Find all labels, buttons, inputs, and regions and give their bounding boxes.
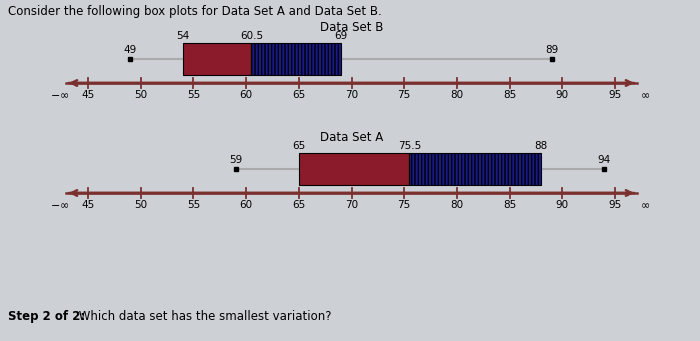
Text: 85: 85 (503, 90, 516, 100)
Text: 50: 50 (134, 90, 147, 100)
Bar (251, 43, 341, 75)
Text: 90: 90 (556, 200, 569, 210)
Text: 60: 60 (239, 90, 253, 100)
Text: 49: 49 (123, 45, 136, 55)
Text: 50: 50 (134, 200, 147, 210)
Text: 65: 65 (292, 141, 305, 151)
Text: 80: 80 (450, 90, 463, 100)
Text: 88: 88 (535, 141, 548, 151)
Text: 55: 55 (187, 90, 200, 100)
Text: Data Set B: Data Set B (320, 21, 383, 34)
Text: $\infty$: $\infty$ (640, 90, 650, 100)
Bar (603, 167, 606, 171)
Text: Step 2 of 2:: Step 2 of 2: (8, 310, 85, 323)
Bar (128, 57, 132, 61)
Text: 85: 85 (503, 200, 516, 210)
Text: 95: 95 (608, 200, 622, 210)
Text: 45: 45 (81, 90, 94, 100)
Text: $-\infty$: $-\infty$ (50, 200, 70, 210)
Text: Data Set A: Data Set A (320, 131, 383, 144)
Text: 54: 54 (176, 31, 190, 41)
Bar (183, 43, 251, 75)
Text: Consider the following box plots for Data Set A and Data Set B.: Consider the following box plots for Dat… (8, 5, 382, 18)
Bar (234, 167, 237, 171)
Text: 55: 55 (187, 200, 200, 210)
Text: 75.5: 75.5 (398, 141, 421, 151)
Text: Which data set has the smallest variation?: Which data set has the smallest variatio… (75, 310, 332, 323)
Text: 70: 70 (345, 90, 358, 100)
Text: 75: 75 (398, 200, 411, 210)
Text: 65: 65 (292, 90, 305, 100)
Text: 70: 70 (345, 200, 358, 210)
Text: 95: 95 (608, 90, 622, 100)
Text: 65: 65 (292, 200, 305, 210)
Bar (410, 153, 541, 185)
Bar (299, 153, 409, 185)
Text: $\infty$: $\infty$ (640, 200, 650, 210)
Text: 59: 59 (229, 155, 242, 165)
Text: 45: 45 (81, 200, 94, 210)
Text: 69: 69 (335, 31, 348, 41)
Text: 94: 94 (598, 155, 611, 165)
Text: 80: 80 (450, 200, 463, 210)
Bar (550, 57, 554, 61)
Text: 75: 75 (398, 90, 411, 100)
Text: 60.5: 60.5 (240, 31, 263, 41)
Text: 90: 90 (556, 90, 569, 100)
Text: 60: 60 (239, 200, 253, 210)
Text: $-\infty$: $-\infty$ (50, 90, 70, 100)
Text: 89: 89 (545, 45, 559, 55)
